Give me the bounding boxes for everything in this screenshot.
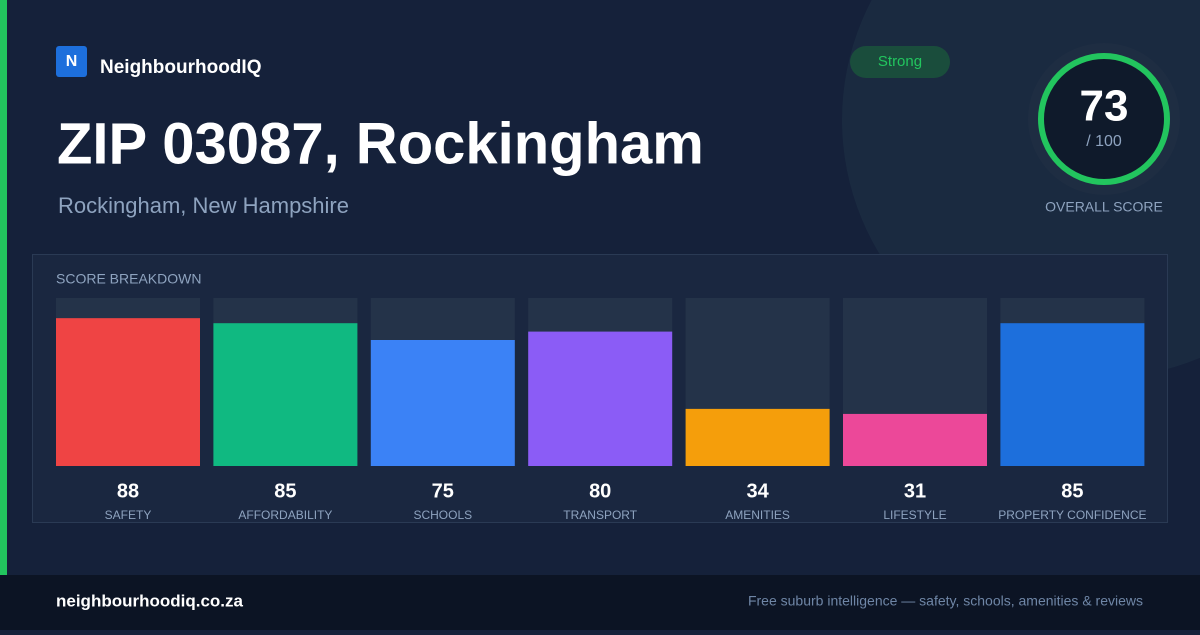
bar [528, 331, 673, 466]
value-label: 31 [904, 480, 926, 502]
subtitle: Rockingham, New Hampshire [58, 193, 349, 218]
chart-title: SCORE BREAKDOWN [56, 271, 201, 287]
logo-letter: N [66, 53, 78, 70]
category-label: AFFORDABILITY [238, 508, 332, 522]
badge [850, 46, 950, 78]
category-label: SCHOOLS [413, 508, 472, 522]
bar [370, 340, 515, 466]
bar [685, 408, 830, 466]
footer-bar [0, 575, 1200, 630]
title: ZIP 03087, Rockingham [57, 111, 704, 176]
value-label: 80 [589, 480, 611, 502]
score-max: / 100 [1086, 133, 1122, 150]
score-label: OVERALL SCORE [1045, 199, 1163, 215]
bar [843, 413, 987, 466]
value-label: 85 [1061, 480, 1083, 502]
footer-site: neighbourhoodiq.co.za [56, 591, 244, 610]
score-ring [1038, 53, 1170, 185]
bar [1000, 323, 1145, 466]
brand-name: NeighbourhoodIQ [100, 57, 261, 78]
score-value: 73 [1080, 82, 1129, 131]
bar [56, 318, 200, 466]
category-label: PROPERTY CONFIDENCE [998, 508, 1146, 522]
category-label: AMENITIES [725, 508, 790, 522]
value-label: 85 [274, 480, 296, 502]
category-label: LIFESTYLE [883, 508, 946, 522]
value-label: 75 [432, 480, 454, 502]
value-label: 88 [117, 480, 139, 502]
category-label: TRANSPORT [563, 508, 637, 522]
accent-stripe [0, 0, 7, 575]
value-label: 34 [746, 480, 769, 502]
category-label: SAFETY [105, 508, 152, 522]
badge-text: Strong [878, 53, 922, 70]
bar [213, 323, 358, 466]
logo [56, 46, 87, 77]
footer-tagline: Free suburb intelligence — safety, schoo… [748, 593, 1143, 609]
